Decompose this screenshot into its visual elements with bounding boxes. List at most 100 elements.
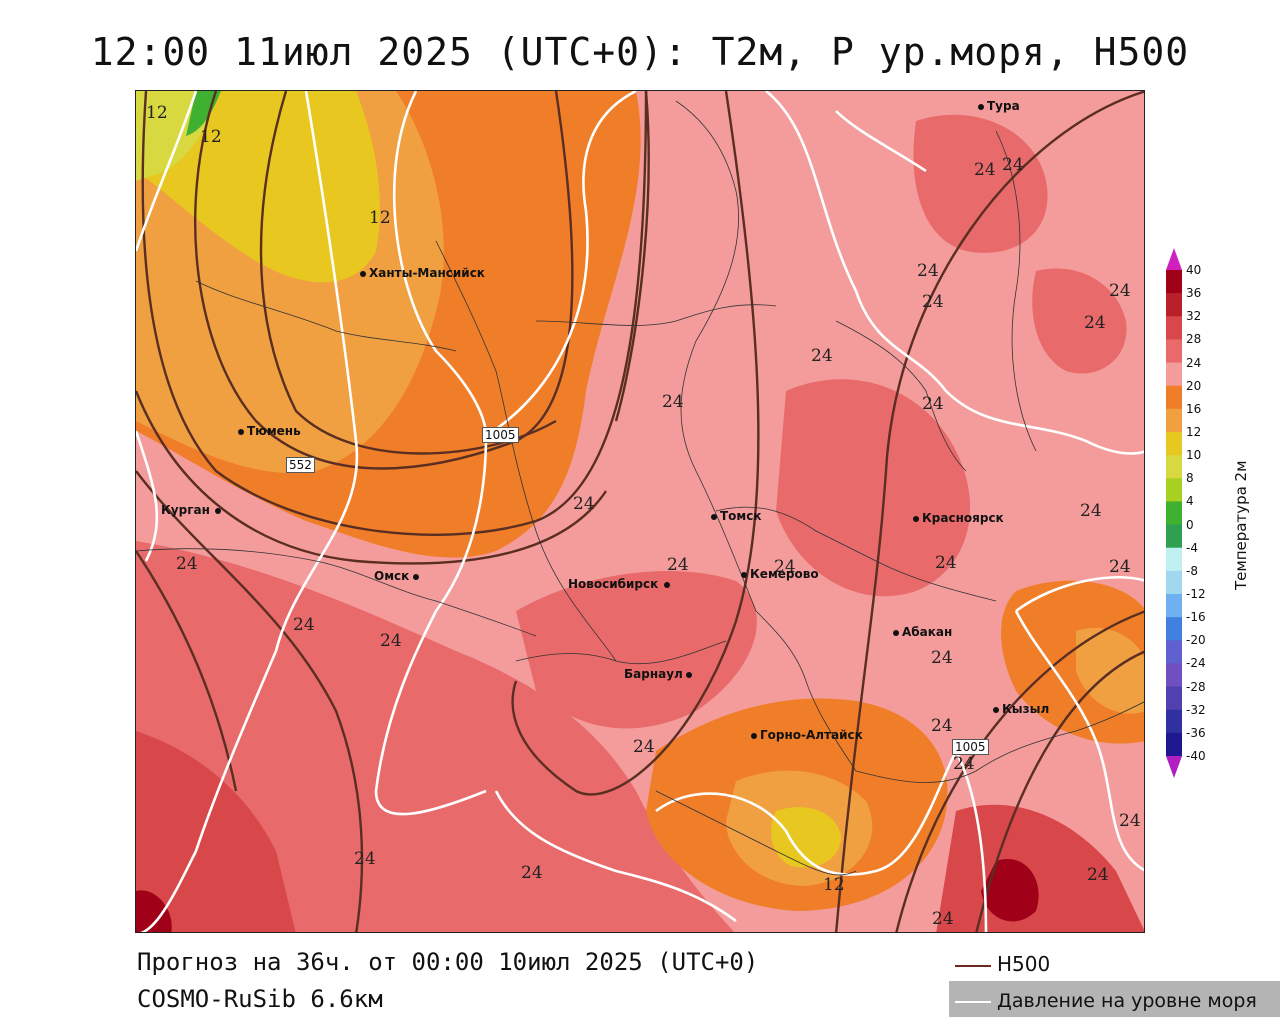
- colorbar-step: [1166, 663, 1182, 688]
- temp-field-36b: [136, 890, 172, 932]
- h500-contour-5: [136, 470, 364, 932]
- colorbar-step: [1166, 339, 1182, 364]
- pressure-contour-8: [835, 110, 927, 173]
- colorbar-step: [1166, 270, 1182, 294]
- pressure-contour-9: [1015, 575, 1144, 613]
- colorbar-tick-label: -12: [1186, 587, 1206, 601]
- contour-label-24: 24: [1119, 811, 1141, 831]
- colorbar-tick-label: -4: [1186, 540, 1198, 555]
- legend-pressure-line: [955, 1000, 991, 1003]
- city-dot: [741, 571, 747, 578]
- contour-label-24: 24: [380, 631, 402, 651]
- temperature-colorbar: [1166, 248, 1182, 778]
- colorbar-tick-label: 10: [1186, 448, 1202, 463]
- pressure-contour-13: [494, 790, 737, 923]
- city-name: Курган: [161, 503, 210, 517]
- contour-label-24: 24: [354, 849, 376, 869]
- h500-contour-8: [614, 91, 650, 422]
- colorbar-title: Температура 2м: [1232, 460, 1250, 590]
- h500-contour-4: [136, 390, 607, 565]
- temp-field-28d: [913, 114, 1048, 253]
- contour-label-24: 24: [953, 754, 975, 774]
- city-name: Абакан: [902, 625, 953, 639]
- contour-label-24: 24: [1087, 865, 1109, 885]
- temp-field-32: [136, 731, 296, 932]
- colorbar-step: [1166, 732, 1182, 757]
- city-dot: [664, 581, 671, 588]
- border-3: [435, 240, 617, 662]
- border-6: [755, 610, 857, 772]
- colorbar-step: [1166, 362, 1182, 387]
- colorbar-step: [1166, 709, 1182, 734]
- temp-field-28: [136, 541, 735, 932]
- city-marker: Кызыл: [993, 702, 1049, 716]
- border-4: [535, 304, 777, 326]
- city-dot: [214, 507, 221, 514]
- city-marker: Горно-Алтайск: [751, 728, 863, 742]
- colorbar-tick-label: -28: [1186, 679, 1206, 694]
- contour-label-24: 24: [176, 554, 198, 574]
- colorbar-tick-label: 16: [1186, 401, 1202, 416]
- colorbar-step: [1166, 385, 1182, 410]
- colorbar-tick-label: 8: [1186, 471, 1194, 486]
- contour-label-24: 24: [1080, 501, 1102, 521]
- city-name: Ханты-Мансийск: [369, 266, 485, 280]
- h500-contour-2: [259, 91, 557, 455]
- h500-contours: [136, 91, 1144, 932]
- city-name: Новосибирск: [568, 577, 659, 591]
- pressure-contour-11: [655, 750, 958, 876]
- colorbar-step: [1166, 478, 1182, 502]
- colorbar-tick-label: -24: [1186, 656, 1206, 671]
- colorbar-tick-label: 32: [1186, 309, 1202, 324]
- contour-label-24: 24: [811, 346, 833, 366]
- border-7: [715, 506, 997, 602]
- pressure-label: 1005: [952, 739, 989, 755]
- city-name: Кызыл: [1002, 702, 1050, 716]
- city-marker: Новосибирск: [568, 577, 673, 591]
- colorbar-tick-label: -32: [1186, 702, 1206, 717]
- contour-label-12: 12: [823, 875, 845, 895]
- city-dot: [913, 515, 919, 522]
- city-name: Тюмень: [247, 424, 301, 438]
- colorbar-tick-label: -16: [1186, 610, 1206, 625]
- temp-field-16-east: [1076, 627, 1144, 714]
- border-9: [655, 790, 857, 876]
- legend-pressure-label: Давление на уровне моря: [997, 990, 1257, 1012]
- pressure-contour-1: [136, 91, 198, 252]
- h500-contour-7: [511, 91, 760, 796]
- contour-label-24: 24: [521, 863, 543, 883]
- contour-label-24: 24: [974, 160, 996, 180]
- pressure-contour-4: [485, 91, 637, 438]
- legend-pressure: Давление на уровне моря: [949, 981, 1280, 1017]
- pressure-contour-5: [374, 435, 488, 816]
- contour-label-24: 24: [774, 557, 796, 577]
- city-name: Томск: [720, 509, 762, 523]
- colorbar-tick-label: 40: [1186, 263, 1202, 277]
- colorbar-step: [1166, 570, 1182, 595]
- colorbar-tick-label: 36: [1186, 286, 1202, 301]
- contour-label-24: 24: [935, 553, 957, 573]
- h500-contour-1: [194, 91, 574, 470]
- colorbar-tick-label: 28: [1186, 332, 1202, 347]
- h500-contour-11: [975, 650, 1144, 932]
- colorbar-tick-label: 12: [1186, 425, 1202, 439]
- colorbar-step: [1166, 547, 1182, 572]
- pressure-contour-7: [765, 91, 1144, 455]
- contour-label-24: 24: [1002, 155, 1024, 175]
- legend-h500: H500: [955, 952, 1050, 976]
- border-10: [835, 320, 967, 472]
- city-marker: Барнаул: [624, 667, 695, 681]
- colorbar-step: [1166, 316, 1182, 340]
- city-marker: Кемерово: [741, 567, 819, 581]
- city-dot: [238, 428, 244, 435]
- h500-contour-10: [895, 610, 1144, 932]
- city-dot: [711, 513, 717, 520]
- contour-label-24: 24: [293, 615, 315, 635]
- city-marker: Абакан: [893, 625, 952, 639]
- contour-label-24: 24: [922, 292, 944, 312]
- contour-label-12: 12: [200, 127, 222, 147]
- legend-h500-label: H500: [997, 952, 1051, 976]
- h500-contour-3: [141, 91, 648, 536]
- pressure-contour-6: [136, 430, 159, 562]
- pressure-label: 1005: [482, 427, 519, 443]
